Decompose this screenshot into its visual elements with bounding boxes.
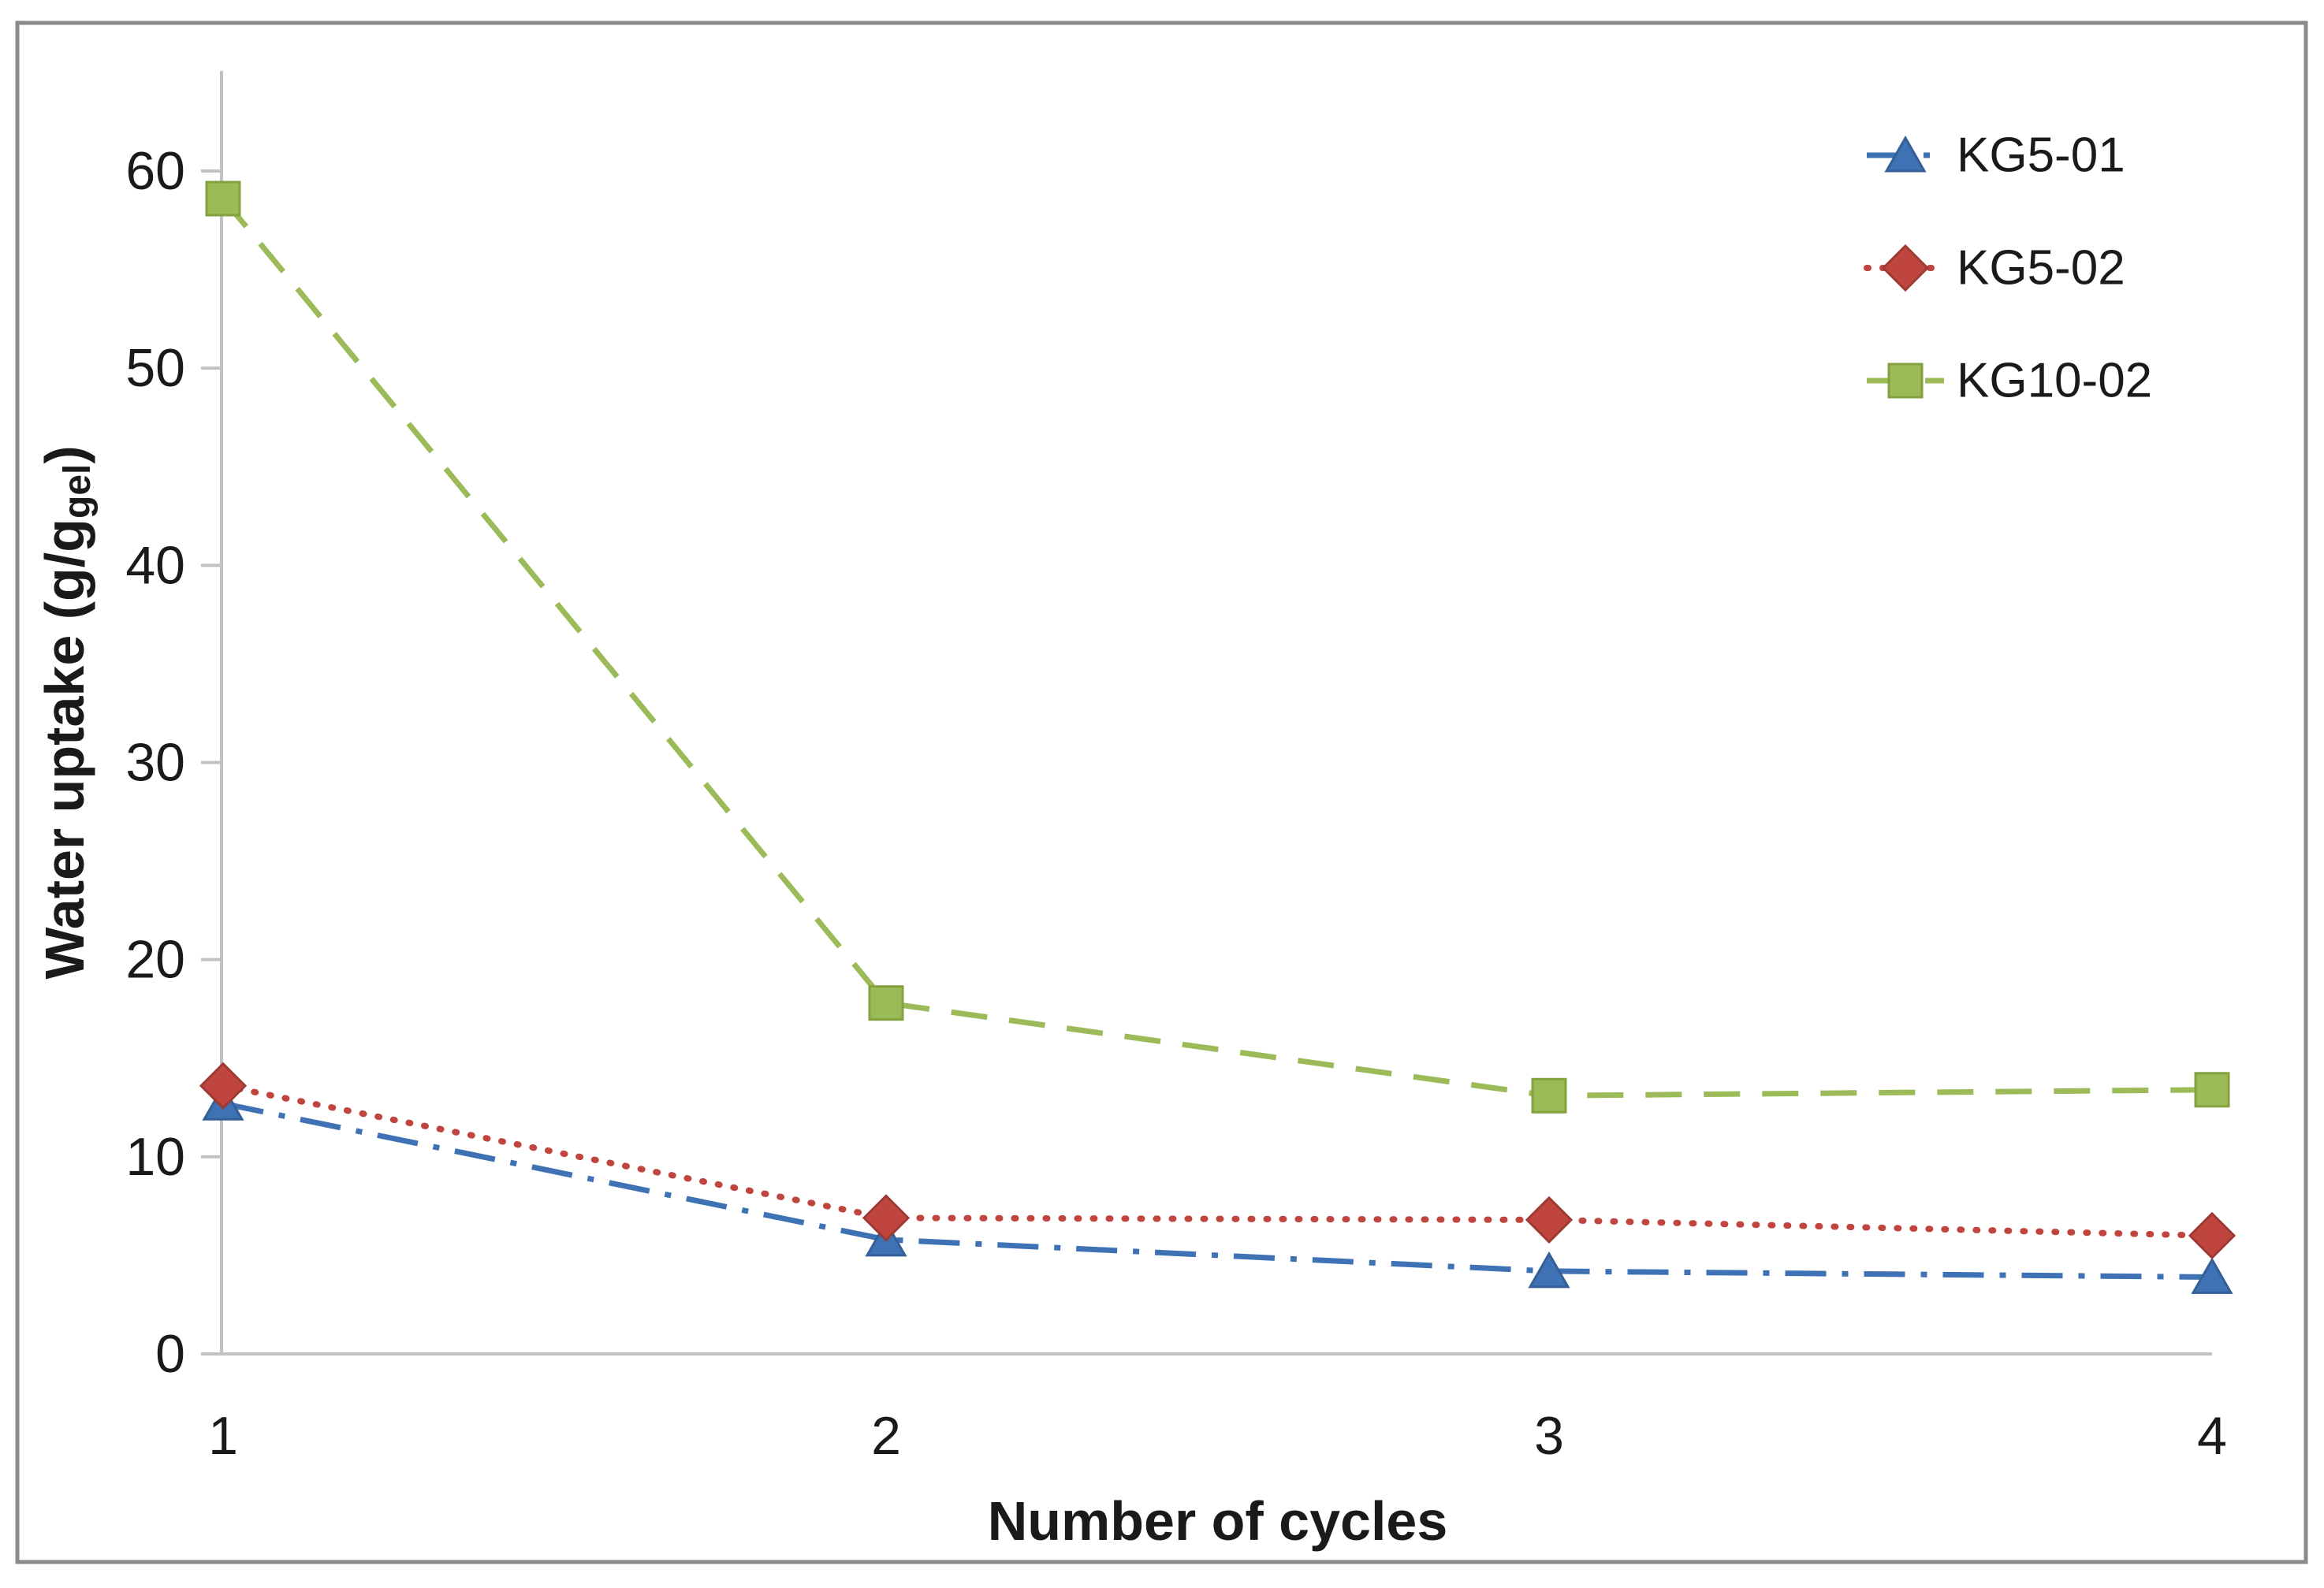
series-line-KG5-02 — [220, 1082, 2215, 1239]
x-axis-title: Number of cycles — [988, 1490, 1448, 1552]
marker-KG5-01-3 — [1528, 1251, 1570, 1289]
marker-KG10-02-2 — [868, 985, 904, 1021]
series-KG5-01 — [202, 1084, 2233, 1294]
legend-item-KG5-02: KG5-02 — [1864, 241, 2125, 296]
marker-KG5-02-3 — [1525, 1196, 1574, 1244]
legend-label-KG5-02: KG5-02 — [1957, 241, 2125, 296]
marker-KG10-02-4 — [2194, 1072, 2230, 1108]
legend-marker-KG5-02 — [1881, 244, 1930, 292]
legend-item-KG10-02: KG10-02 — [1867, 354, 2152, 408]
legend-label-KG5-01: KG5-01 — [1957, 128, 2125, 183]
legend-label-KG10-02: KG10-02 — [1957, 354, 2152, 408]
y-axis-title: Water uptake (g/ggel) — [34, 445, 99, 979]
marker-KG5-02-4 — [2188, 1211, 2236, 1260]
x-tick-label: 4 — [2197, 1406, 2227, 1466]
figure-border — [15, 20, 2308, 1564]
legend-marker-KG10-02 — [1887, 363, 1924, 399]
marker-KG10-02-3 — [1531, 1077, 1567, 1114]
y-tick-label: 0 — [155, 1324, 185, 1384]
legend-marker-KG5-01 — [1884, 135, 1927, 173]
series-line-KG5-01 — [222, 1100, 2213, 1280]
marker-KG10-02-1 — [205, 180, 241, 217]
series-KG10-02 — [205, 180, 2230, 1114]
marker-KG5-02-2 — [862, 1194, 911, 1242]
legend-item-KG5-01: KG5-01 — [1867, 128, 2125, 183]
y-tick-label: 60 — [125, 141, 185, 201]
x-tick-label: 2 — [871, 1406, 901, 1466]
y-tick-label: 30 — [125, 733, 185, 793]
y-tick-label: 50 — [125, 338, 185, 398]
y-tick-label: 10 — [125, 1127, 185, 1187]
x-tick-label: 1 — [208, 1406, 238, 1466]
series-KG5-02 — [199, 1062, 2236, 1260]
series-line-KG10-02 — [221, 196, 2213, 1099]
y-tick-label: 40 — [125, 535, 185, 595]
marker-KG5-02-1 — [199, 1062, 248, 1110]
legend: KG5-01 KG5-02 KG10-02 — [1864, 128, 2152, 408]
marker-KG5-01-4 — [2191, 1257, 2233, 1294]
y-tick-label: 20 — [125, 930, 185, 990]
x-tick-label: 3 — [1534, 1406, 1564, 1466]
